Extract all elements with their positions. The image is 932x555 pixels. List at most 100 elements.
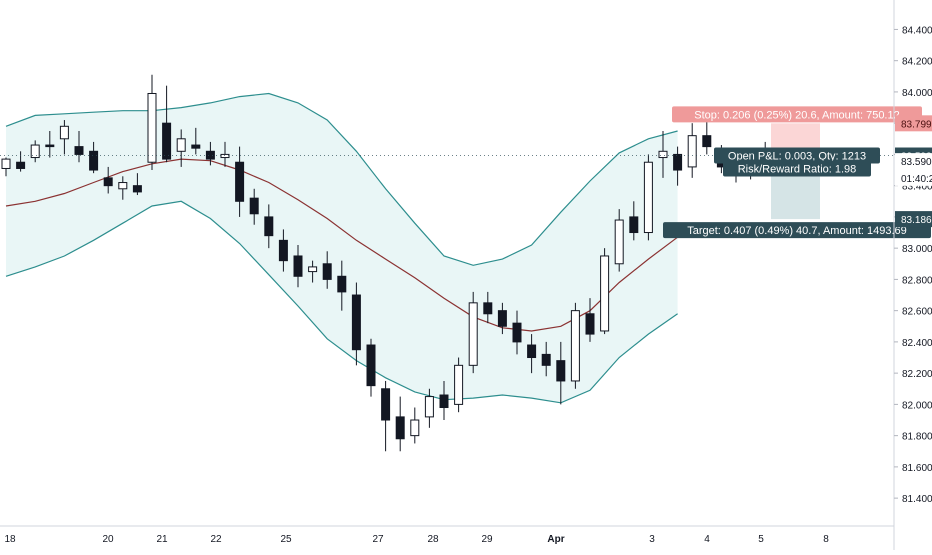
price-tag-background: [895, 169, 932, 186]
y-tick-label: 83.400: [902, 182, 932, 193]
y-tick-label: 81.800: [902, 432, 932, 443]
middle-band-line[interactable]: [5, 158, 678, 332]
candle-body: [147, 92, 157, 163]
candle-body: [30, 144, 40, 159]
candle[interactable]: [381, 380, 391, 452]
candle-body: [614, 219, 624, 265]
candle-body: [629, 216, 639, 234]
candle[interactable]: [235, 146, 245, 217]
stop-label: Stop: 0.206 (0.25%) 20.6, Amount: 750.12: [672, 106, 922, 123]
x-tick-label: 5: [758, 534, 764, 545]
candle[interactable]: [395, 396, 405, 452]
candle[interactable]: [439, 380, 449, 421]
candle[interactable]: [424, 388, 434, 428]
candle[interactable]: [89, 141, 99, 174]
candle-body: [585, 313, 595, 335]
candle[interactable]: [322, 251, 332, 289]
candle-body: [74, 146, 84, 155]
candle-body: [687, 135, 697, 168]
candle[interactable]: [308, 260, 318, 283]
candle[interactable]: [468, 291, 478, 374]
candle[interactable]: [147, 74, 157, 171]
candle[interactable]: [278, 229, 288, 272]
candle[interactable]: [132, 173, 142, 196]
candle[interactable]: [45, 130, 55, 158]
candle[interactable]: [614, 209, 624, 272]
candle-body: [293, 255, 303, 277]
candle[interactable]: [527, 334, 537, 374]
candle[interactable]: [600, 248, 610, 335]
candle[interactable]: [570, 302, 580, 389]
x-tick-label: 4: [704, 534, 710, 545]
candle[interactable]: [658, 130, 668, 178]
price-tag-label: 01:40:21: [901, 174, 932, 185]
stop-label-background: [672, 106, 922, 123]
risk-reward-label: Risk/Reward Ratio: 1.98: [723, 160, 871, 177]
candle-body: [191, 144, 201, 149]
y-tick-label: 84.400: [902, 25, 932, 36]
candle[interactable]: [162, 85, 172, 163]
candle-body: [235, 161, 245, 202]
price-tag-background: [895, 153, 932, 170]
price-tag: 01:40:21: [895, 169, 932, 186]
candle[interactable]: [205, 141, 215, 166]
target-label: Target: 0.407 (0.49%) 40.7, Amount: 1493…: [663, 222, 931, 239]
candle[interactable]: [351, 282, 361, 366]
candle-body: [673, 153, 683, 171]
candle[interactable]: [59, 120, 69, 155]
candle[interactable]: [191, 127, 201, 155]
candle[interactable]: [264, 204, 274, 249]
y-tick-label: 81.400: [902, 494, 932, 505]
candle[interactable]: [293, 245, 303, 288]
candle[interactable]: [103, 166, 113, 194]
candle[interactable]: [30, 140, 40, 163]
candle-body: [702, 135, 712, 148]
candle[interactable]: [483, 291, 493, 324]
candle-body: [527, 344, 537, 359]
candle[interactable]: [1, 157, 11, 177]
candle-body: [103, 177, 113, 187]
candle[interactable]: [643, 154, 653, 241]
y-tick-label: 81.600: [902, 463, 932, 474]
candle-body: [468, 302, 478, 366]
candle[interactable]: [366, 338, 376, 397]
candle[interactable]: [74, 130, 84, 163]
candle[interactable]: [454, 357, 464, 413]
position-pnl-label: Open P&L: 0.003, Qty: 1213: [714, 147, 880, 164]
candle-body: [410, 419, 420, 437]
target-label-background: [663, 222, 931, 239]
x-tick-label: 28: [427, 534, 439, 545]
y-tick-label: 82.600: [902, 307, 932, 318]
lower-band-line[interactable]: [5, 200, 678, 404]
candle-body: [541, 353, 551, 366]
upper-band-line[interactable]: [5, 92, 678, 266]
candle[interactable]: [629, 201, 639, 241]
candle-body: [16, 161, 26, 169]
candle-body: [395, 416, 405, 440]
x-tick-label: 8: [823, 534, 829, 545]
candle[interactable]: [16, 151, 26, 172]
candle-body: [658, 150, 668, 159]
candle-body: [162, 122, 172, 160]
candle[interactable]: [410, 407, 420, 444]
candle-body: [205, 150, 215, 160]
candle-body: [483, 302, 493, 315]
candle[interactable]: [118, 176, 128, 200]
candle[interactable]: [556, 341, 566, 405]
candle[interactable]: [497, 302, 507, 335]
candle-body: [337, 275, 347, 293]
candle[interactable]: [512, 310, 522, 355]
candle[interactable]: [249, 188, 259, 225]
candle[interactable]: [337, 260, 347, 311]
candle[interactable]: [541, 341, 551, 377]
candle[interactable]: [176, 129, 186, 167]
candle-body: [89, 150, 99, 171]
candle[interactable]: [585, 298, 595, 342]
position-pnl-label-text: Open P&L: 0.003, Qty: 1213: [728, 151, 866, 163]
x-tick-label: Apr: [547, 534, 564, 545]
candle[interactable]: [687, 123, 697, 178]
candle[interactable]: [673, 146, 683, 186]
x-tick-label: 20: [102, 534, 114, 545]
